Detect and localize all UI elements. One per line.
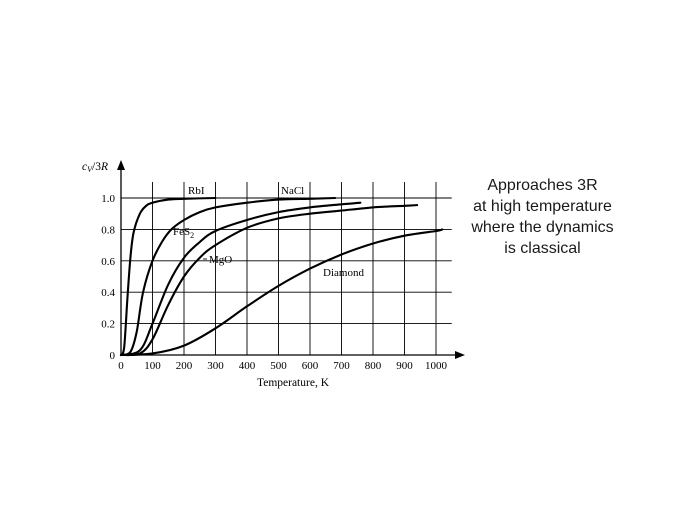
- tick-labels: 0 100 200 300 400 500 600 700 800 900 1000 0 0.2 0.4 0…: [101, 193, 447, 372]
- series-label-nacl: NaCl: [281, 185, 304, 197]
- y-axis-arrow: [117, 160, 125, 170]
- series-label-mgo: MgO: [209, 254, 232, 266]
- grid: [121, 182, 452, 355]
- series-label-diamond: Diamond: [323, 267, 364, 279]
- y-tick-label: 0.4: [101, 287, 115, 299]
- x-tick-label: 500: [270, 360, 287, 372]
- x-tick-label: 800: [365, 360, 382, 372]
- x-tick-label: 0: [118, 360, 124, 372]
- y-tick-label: 0.2: [101, 319, 115, 331]
- x-tick-label: 1000: [425, 360, 448, 372]
- x-tick-label: 300: [207, 360, 224, 372]
- side-note-line-2: at high temperature: [473, 198, 612, 215]
- x-tick-label: 700: [333, 360, 350, 372]
- x-axis-arrow: [455, 351, 465, 359]
- y-axis-title: cV/3R: [82, 161, 108, 174]
- x-axis-title: Temperature, K: [257, 377, 330, 389]
- x-tick-label: 600: [302, 360, 319, 372]
- curve-nacl: [119, 196, 337, 357]
- x-tick-label: 100: [144, 360, 161, 372]
- side-note: Approaches 3R at high temperature where …: [455, 175, 630, 259]
- x-tick-label: 900: [396, 360, 413, 372]
- y-tick-label: 0.8: [101, 224, 115, 236]
- curve-diamond: [119, 228, 444, 357]
- axes: [117, 160, 465, 359]
- y-tick-label: 0: [110, 350, 116, 362]
- y-tick-label: 0.6: [101, 256, 115, 268]
- side-note-line-1: Approaches 3R: [487, 177, 598, 194]
- series-labels: RbI NaCl FeS2 MgO Diamond: [173, 185, 364, 279]
- curve-mgo: [119, 204, 419, 357]
- x-tick-label: 200: [176, 360, 193, 372]
- curve-rbi: [119, 196, 217, 357]
- x-tick-label: 400: [239, 360, 256, 372]
- side-note-line-3: where the dynamics: [471, 219, 614, 236]
- series-label-rbi: RbI: [188, 185, 205, 197]
- curve-fes2: [119, 201, 362, 357]
- side-note-line-4: is classical: [504, 240, 581, 257]
- y-tick-label: 1.0: [101, 193, 115, 205]
- curves: [119, 196, 444, 357]
- series-label-fes2: FeS2: [173, 226, 194, 240]
